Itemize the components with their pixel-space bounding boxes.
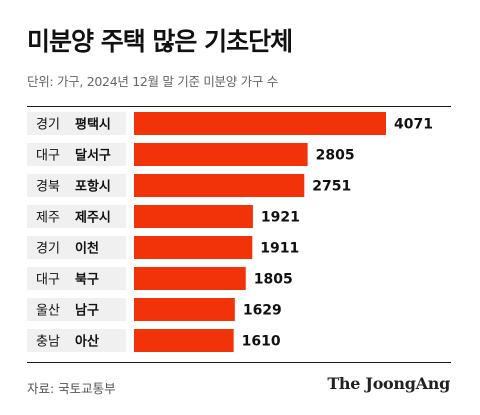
region-label: 충남	[36, 335, 60, 350]
city-label: 달서구	[75, 149, 111, 164]
category-label-band	[27, 236, 126, 259]
bar-value-label: 4071	[394, 117, 433, 133]
bar	[134, 267, 246, 290]
bar	[134, 205, 253, 228]
city-label: 평택시	[75, 117, 111, 133]
bar-value-label: 1805	[254, 272, 293, 288]
bar	[134, 298, 235, 321]
bar	[134, 143, 308, 166]
category-label-band	[27, 112, 126, 135]
category-label-band	[27, 298, 126, 321]
category-label-band	[27, 329, 126, 352]
region-label: 울산	[36, 304, 60, 319]
region-label: 경기	[36, 118, 60, 133]
bar	[134, 236, 253, 259]
bar-value-label: 1921	[261, 210, 300, 226]
region-label: 경북	[36, 180, 60, 195]
category-label-band	[27, 205, 126, 228]
brand-logo: The JoongAng	[327, 374, 450, 393]
chart-subtitle: 단위: 가구, 2024년 12월 말 기준 미분양 가구 수	[27, 74, 278, 89]
bar	[134, 329, 234, 352]
bar-value-label: 2751	[312, 179, 351, 195]
top-rule	[27, 106, 451, 107]
city-label: 이천	[75, 241, 99, 257]
bar	[134, 174, 305, 197]
category-label-band	[27, 174, 126, 197]
bar-value-label: 1610	[242, 334, 281, 350]
region-label: 대구	[36, 273, 60, 288]
region-label: 경기	[36, 242, 60, 257]
chart-title: 미분양 주택 많은 기초단체	[27, 27, 293, 56]
category-label-band	[27, 143, 126, 166]
city-label: 제주시	[75, 211, 111, 226]
bar-value-label: 2805	[316, 148, 355, 164]
city-label: 아산	[75, 334, 99, 350]
bottom-rule	[27, 362, 451, 363]
city-label: 북구	[75, 273, 99, 288]
region-label: 제주	[36, 211, 60, 226]
category-label-band	[27, 267, 126, 290]
city-label: 남구	[75, 303, 99, 319]
region-label: 대구	[36, 149, 60, 164]
source-note: 자료: 국토교통부	[27, 381, 116, 396]
bar	[134, 112, 386, 135]
city-label: 포항시	[75, 179, 111, 195]
bar-value-label: 1629	[243, 303, 282, 319]
bar-value-label: 1911	[260, 241, 299, 257]
